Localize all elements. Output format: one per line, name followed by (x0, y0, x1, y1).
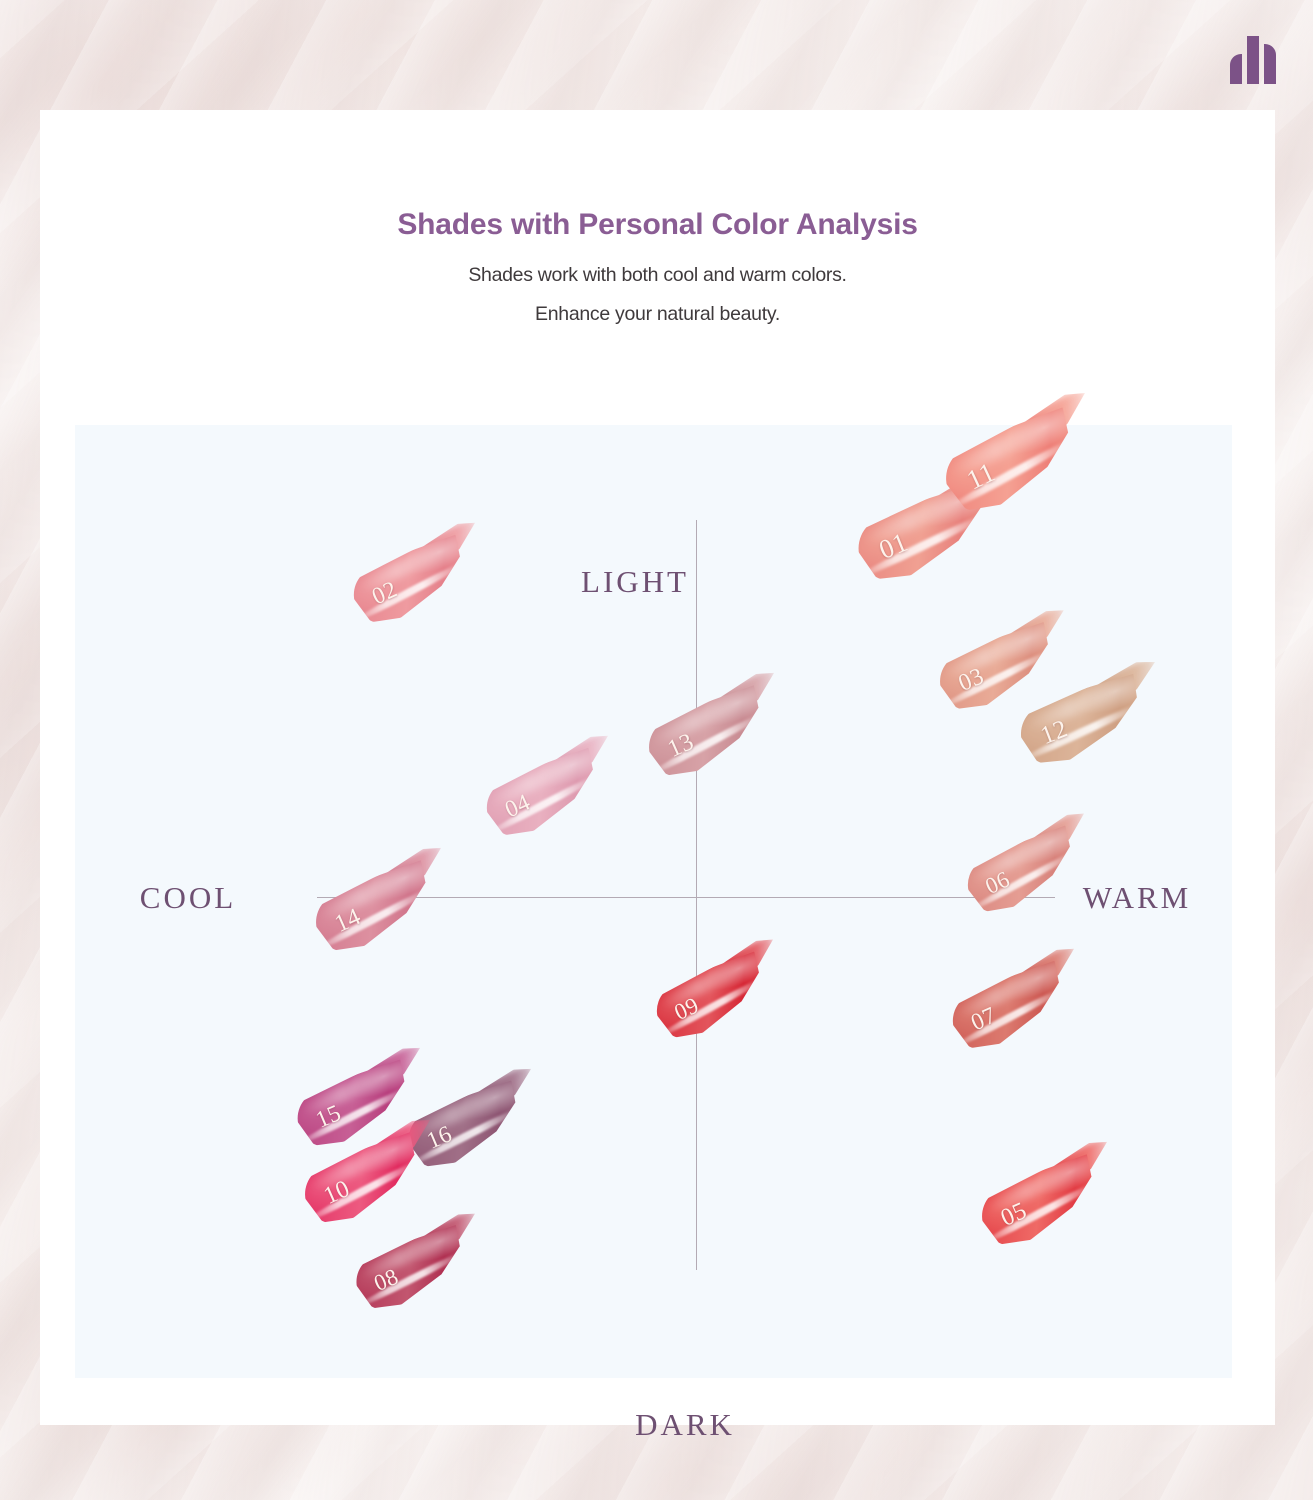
shade-swatch-08[interactable]: 08 (348, 1222, 476, 1318)
page-title: Shades with Personal Color Analysis (397, 208, 918, 241)
shade-swatch-04[interactable]: 04 (477, 745, 610, 846)
axis-label-light: LIGHT (581, 564, 689, 599)
subtitle-line-2: Enhance your natural beauty. (535, 303, 780, 325)
axis-label-cool: COOL (139, 880, 237, 915)
subtitle-line-1: Shades work with both cool and warm colo… (468, 264, 847, 286)
logo-bar-right (1264, 44, 1276, 84)
logo-bar-middle (1247, 36, 1259, 84)
shade-swatch-05[interactable]: 05 (973, 1151, 1110, 1255)
swatch-body (640, 682, 777, 786)
logo-bar-left (1230, 54, 1242, 84)
swatch-body (307, 857, 444, 961)
header-block: Shades with Personal Color Analysis Shad… (40, 110, 1275, 326)
shade-swatch-02[interactable]: 02 (344, 532, 477, 633)
swatch-body (348, 1222, 476, 1318)
shade-swatch-14[interactable]: 14 (307, 857, 444, 961)
shade-swatch-07[interactable]: 07 (944, 957, 1077, 1058)
axis-label-dark: DARK (635, 1407, 735, 1442)
swatch-body (1012, 670, 1154, 773)
shade-swatch-06[interactable]: 06 (959, 823, 1087, 922)
content-card: Shades with Personal Color Analysis Shad… (40, 110, 1275, 1442)
swatch-body (973, 1151, 1110, 1255)
axis-label-warm: WARM (1082, 880, 1192, 915)
brand-logo-bars-icon (1230, 30, 1278, 84)
swatch-body (477, 745, 610, 846)
shade-map-chart: LIGHT DARK COOL WARM 01 11 02 03 12 13 04 06 14 0… (75, 425, 1232, 1442)
swatch-body (959, 823, 1087, 922)
swatch-body (944, 957, 1077, 1058)
axis-vertical (696, 520, 697, 1270)
swatch-body (344, 532, 477, 633)
swatch-body (935, 404, 1089, 522)
shade-swatch-13[interactable]: 13 (640, 682, 777, 786)
shade-swatch-09[interactable]: 09 (648, 948, 776, 1047)
axis-horizontal (317, 897, 1055, 898)
shade-swatch-12[interactable]: 12 (1012, 670, 1154, 773)
shade-swatch-11[interactable]: 11 (935, 404, 1089, 522)
